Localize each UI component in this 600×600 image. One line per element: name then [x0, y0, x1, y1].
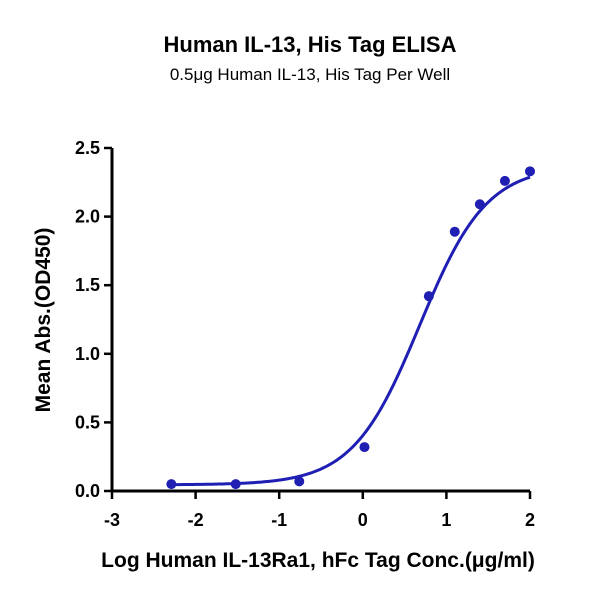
y-tick-label: 0.5 — [75, 412, 100, 432]
tick-marks: -3 -2 -1 0 1 2 0.0 0.5 1.0 1.5 2.0 2.5 — [75, 138, 535, 530]
y-tick-label: 1.5 — [75, 275, 100, 295]
data-point — [166, 479, 177, 490]
data-point — [449, 226, 460, 237]
data-point — [525, 166, 535, 177]
chart-subtitle: 0.5μg Human IL-13, His Tag Per Well — [170, 65, 450, 84]
data-point — [230, 479, 241, 490]
x-tick-label: -1 — [271, 510, 287, 530]
x-tick-label: -2 — [188, 510, 204, 530]
y-tick-label: 2.5 — [75, 138, 100, 158]
data-point — [359, 442, 370, 453]
x-tick-label: -3 — [104, 510, 120, 530]
x-tick-label: 0 — [358, 510, 368, 530]
data-points — [166, 166, 535, 490]
y-tick-label: 0.0 — [75, 481, 100, 501]
axes — [110, 148, 530, 493]
chart-title: Human IL-13, His Tag ELISA — [164, 32, 457, 57]
x-axis-label: Log Human IL-13Ra1, hFc Tag Conc.(μg/ml) — [101, 549, 535, 572]
y-axis-label: Mean Abs.(OD450) — [32, 228, 55, 413]
data-point — [294, 476, 305, 487]
data-point — [474, 199, 485, 210]
x-tick-label: 1 — [441, 510, 451, 530]
data-point — [499, 175, 510, 186]
y-tick-label: 2.0 — [75, 207, 100, 227]
data-point — [423, 291, 434, 302]
y-tick-label: 1.0 — [75, 344, 100, 364]
x-tick-label: 2 — [525, 510, 535, 530]
fit-curve-layer — [171, 175, 531, 487]
fit-curve — [171, 175, 531, 487]
